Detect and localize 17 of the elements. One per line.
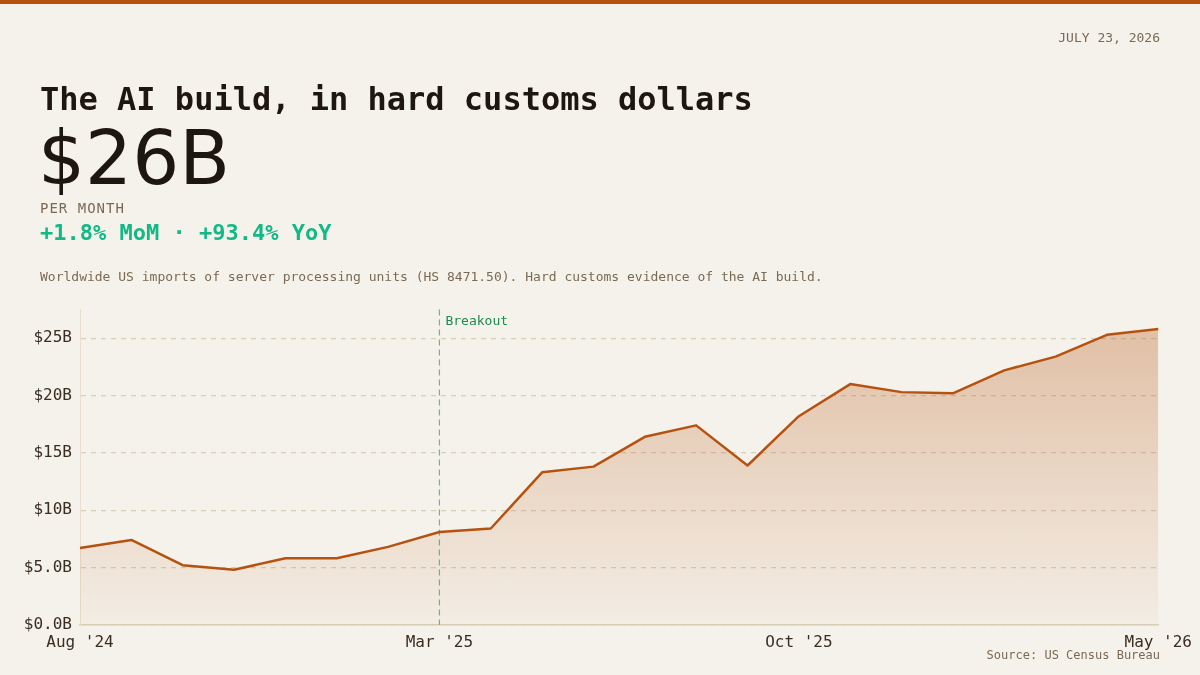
x-tick-label: Aug '24 — [46, 631, 114, 651]
text: $26B — [38, 115, 231, 201]
x-tick-label: May '26 — [1124, 631, 1192, 651]
ref-line-label: Breakout — [445, 313, 509, 329]
y-tick-label: $20B — [33, 384, 72, 404]
x-tick-label: Mar '25 — [405, 631, 474, 651]
y-tick-label: $15B — [33, 442, 72, 462]
text: JULY 23, 2026 — [1058, 30, 1160, 45]
y-tick-label: $0.0B — [23, 613, 72, 633]
y-tick-label: $5.0B — [23, 556, 72, 576]
chart-subtitle: Worldwide US imports of server processing units (HS 8471.50). Hard customs evidence of the AI build. — [40, 269, 823, 284]
y-tick-label: $10B — [33, 499, 72, 519]
text: PER MONTH — [40, 200, 125, 216]
x-tick-label: Oct '25 — [765, 631, 833, 651]
text: +1.8% MoM · +93.4% YoY — [40, 220, 332, 245]
chart-title: The AI build, in hard customs dollars — [40, 80, 753, 118]
y-tick-label: $25B — [33, 327, 72, 347]
